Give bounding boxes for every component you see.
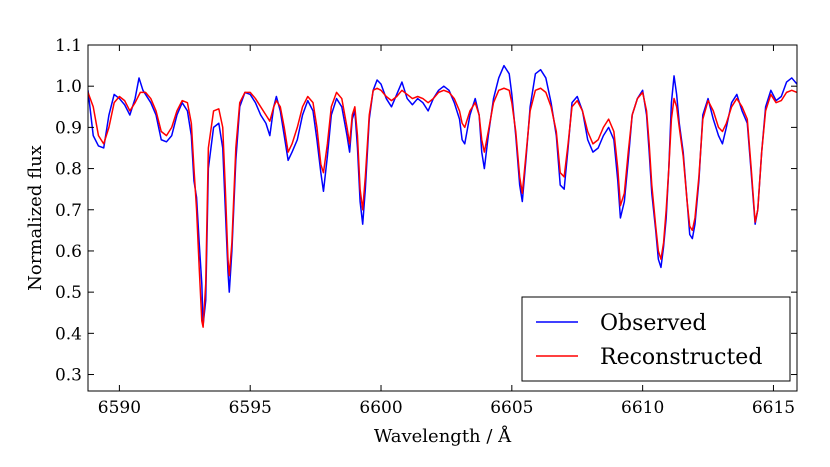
legend-label-reconstructed: Reconstructed <box>600 345 762 370</box>
y-axis-label: Normalized flux <box>25 145 46 291</box>
series-line-observed <box>88 64 797 326</box>
legend-label-observed: Observed <box>600 311 706 336</box>
x-tick-label: 6605 <box>490 398 533 418</box>
x-tick-label: 6610 <box>621 398 664 418</box>
tick-labels: 6590 6595 6600 6605 6610 6615 0.3 0.4 0.5 0.6 0.7 0… <box>55 36 795 418</box>
legend: Observed Reconstructed <box>521 296 791 382</box>
y-tick-label: 0.5 <box>55 283 82 303</box>
y-tick-label: 0.6 <box>55 242 82 262</box>
x-tick-label: 6595 <box>229 398 272 418</box>
x-axis-label: Wavelength / Å <box>374 425 512 447</box>
x-tick-label: 6615 <box>752 398 795 418</box>
y-tick-label: 1.1 <box>55 36 82 56</box>
x-tick-label: 6600 <box>359 398 402 418</box>
series-line-reconstructed <box>88 87 797 328</box>
x-tick-label: 6590 <box>98 398 141 418</box>
series-layer <box>88 64 797 328</box>
y-tick-label: 0.3 <box>55 366 82 386</box>
plot-frame <box>87 44 798 392</box>
y-tick-label: 0.8 <box>55 160 82 180</box>
y-tick-label: 1.0 <box>55 77 82 97</box>
y-tick-label: 0.7 <box>55 201 82 221</box>
legend-box <box>521 296 791 382</box>
ticks-layer <box>88 44 797 391</box>
y-tick-label: 0.4 <box>55 324 82 344</box>
y-tick-label: 0.9 <box>55 118 82 138</box>
